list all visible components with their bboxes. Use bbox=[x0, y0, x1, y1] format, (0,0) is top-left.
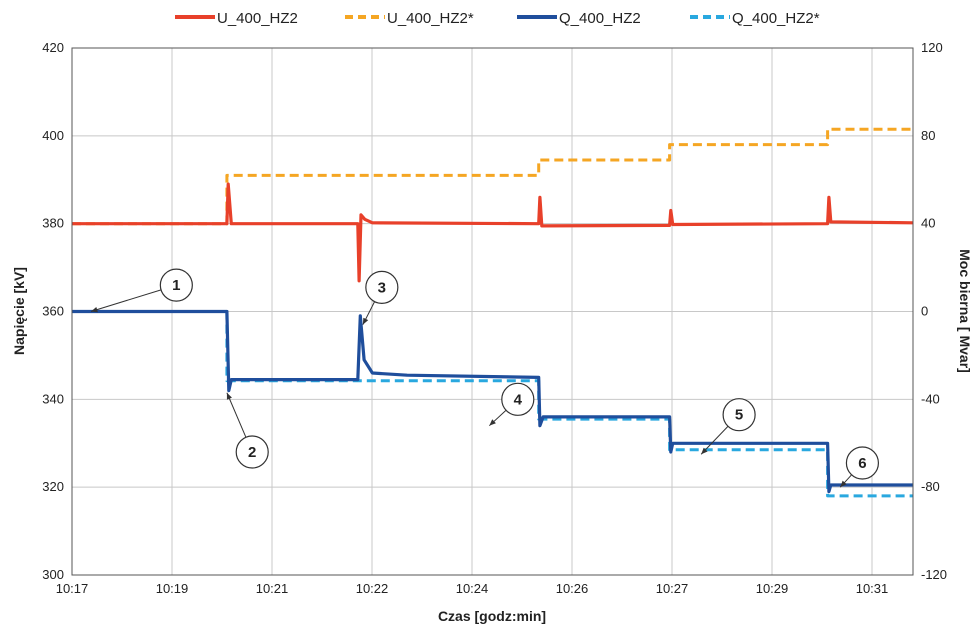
legend: U_400_HZ2 U_400_HZ2* Q_400_HZ2 Q_400_HZ2* bbox=[175, 10, 820, 27]
callout-arrowhead bbox=[362, 317, 369, 325]
y-tick-label: 360 bbox=[42, 304, 64, 319]
callout-arrowhead bbox=[489, 419, 496, 426]
x-tick-label: 10:29 bbox=[756, 581, 789, 596]
y2-tick-label: -80 bbox=[921, 479, 940, 494]
x-tick-label: 10:21 bbox=[256, 581, 289, 596]
callout-label: 1 bbox=[172, 277, 180, 294]
callout-label: 4 bbox=[514, 391, 523, 408]
y-axis-title: Napięcie [kV] bbox=[11, 267, 27, 355]
callout-circle bbox=[722, 398, 756, 432]
callout-leader bbox=[226, 392, 247, 438]
callout-label: 6 bbox=[858, 455, 866, 472]
callout-arrowhead bbox=[840, 480, 847, 488]
callout-circle bbox=[235, 435, 269, 469]
series-layer bbox=[72, 127, 914, 498]
y2-tick-label: -120 bbox=[921, 567, 947, 582]
callout-circle bbox=[845, 446, 880, 480]
y2-tick-label: 40 bbox=[921, 216, 935, 231]
y2-axis-title: Moc bierna [ Mvar] bbox=[957, 249, 973, 373]
callout-arrowhead bbox=[226, 392, 232, 400]
y-tick-label: 420 bbox=[42, 40, 64, 55]
y2-tick-label: 120 bbox=[921, 40, 943, 55]
tick-labels: 300 320 340 360 380 400 420 -120 -80 -40 0 40 80 120 1… bbox=[42, 40, 947, 596]
callout-circle bbox=[159, 268, 193, 302]
x-axis-title: Czas [godz:min] bbox=[438, 608, 546, 624]
y-tick-label: 380 bbox=[42, 216, 64, 231]
callout-label: 3 bbox=[378, 279, 386, 296]
legend-label: Q_400_HZ2 bbox=[559, 10, 641, 27]
x-tick-label: 10:26 bbox=[556, 581, 589, 596]
callouts: 1 2 3 4 5 6 bbox=[90, 268, 880, 488]
series-line-u-400-hz2 bbox=[72, 182, 914, 283]
x-tick-label: 10:31 bbox=[856, 581, 889, 596]
x-tick-label: 10:22 bbox=[356, 581, 389, 596]
legend-label: U_400_HZ2* bbox=[387, 10, 474, 27]
series-line-q-400-hz2 bbox=[72, 309, 913, 494]
callout-label: 2 bbox=[248, 444, 256, 461]
y2-tick-label: -40 bbox=[921, 391, 940, 406]
callout-circle bbox=[365, 270, 399, 304]
callout-leader bbox=[700, 425, 729, 455]
callout-circle bbox=[501, 382, 535, 416]
y-tick-label: 320 bbox=[42, 479, 64, 494]
callout-label: 5 bbox=[735, 407, 743, 424]
plot-area-border bbox=[71, 47, 914, 576]
legend-label: Q_400_HZ2* bbox=[732, 10, 820, 27]
x-tick-label: 10:27 bbox=[656, 581, 689, 596]
callout-arrowhead bbox=[701, 447, 708, 455]
y2-tick-label: 80 bbox=[921, 128, 935, 143]
legend-label: U_400_HZ2 bbox=[217, 10, 298, 27]
y-tick-label: 400 bbox=[42, 128, 64, 143]
y2-tick-label: 0 bbox=[921, 304, 928, 319]
callout-arrowhead bbox=[90, 306, 98, 313]
x-tick-label: 10:19 bbox=[156, 581, 189, 596]
y-tick-label: 300 bbox=[42, 567, 64, 582]
callout-leader bbox=[90, 289, 162, 312]
series-line-u-400-hz2- bbox=[72, 127, 913, 226]
x-tick-label: 10:17 bbox=[56, 581, 89, 596]
y-tick-label: 340 bbox=[42, 391, 64, 406]
x-tick-label: 10:24 bbox=[456, 581, 489, 596]
